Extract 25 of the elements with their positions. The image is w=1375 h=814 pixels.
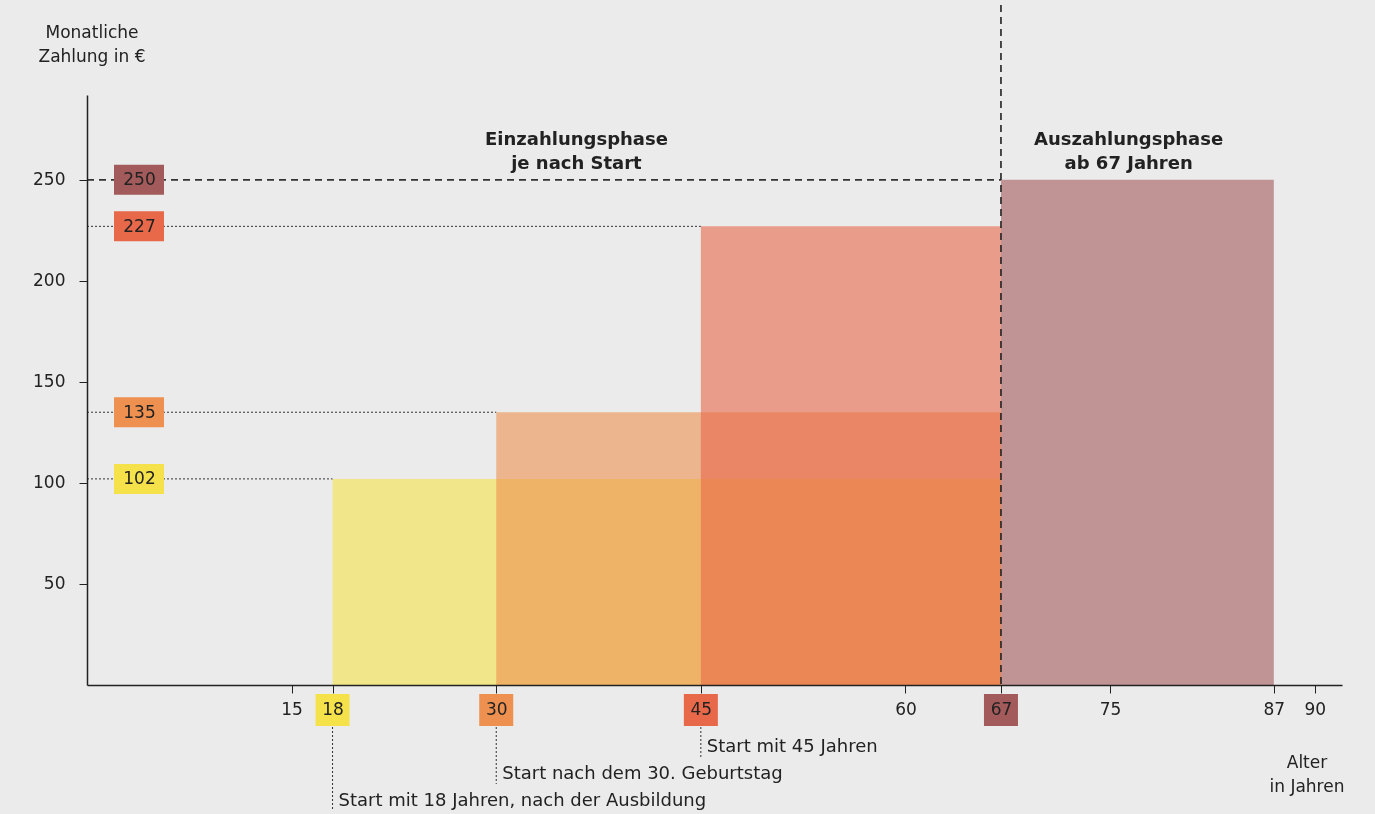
y2-tick-label: 227	[123, 215, 156, 236]
text: Start nach dem 30. Geburtstag	[502, 762, 783, 783]
y-tick-label: 100	[33, 472, 66, 493]
x-tick-label: 75	[1099, 698, 1122, 719]
y-tick-label: 250	[33, 169, 66, 190]
x-tick-label: 60	[895, 698, 917, 719]
text: Start mit 45 Jahren	[706, 735, 878, 756]
y-tick-label: 200	[33, 270, 66, 291]
x-axis-title: Alter in Jahren	[1269, 752, 1345, 796]
y2-tick-label: 250	[123, 169, 156, 190]
text: Start mit 18 Jahren, nach der Ausbildung	[338, 789, 707, 810]
x-tick-label: 30	[485, 698, 508, 719]
x-tick-label: 67	[990, 698, 1013, 719]
annotation: Auszahlungsphase ab 67 Jahren	[1034, 128, 1224, 173]
x-tick-label: 18	[322, 698, 344, 719]
x-tick-label: 87	[1263, 698, 1286, 719]
y-axis-title: Monatliche Zahlung in €	[38, 22, 146, 66]
y-tick-label: 150	[33, 371, 66, 392]
y-tick-label: 50	[43, 573, 66, 594]
annotation: Einzahlungsphase je nach Start	[485, 128, 668, 173]
y2-tick-label: 102	[123, 468, 156, 489]
y2-tick-label: 135	[123, 401, 156, 422]
x-tick-label: 45	[690, 698, 713, 719]
x-tick-label: 15	[281, 698, 303, 719]
x-tick-label: 90	[1304, 698, 1327, 719]
